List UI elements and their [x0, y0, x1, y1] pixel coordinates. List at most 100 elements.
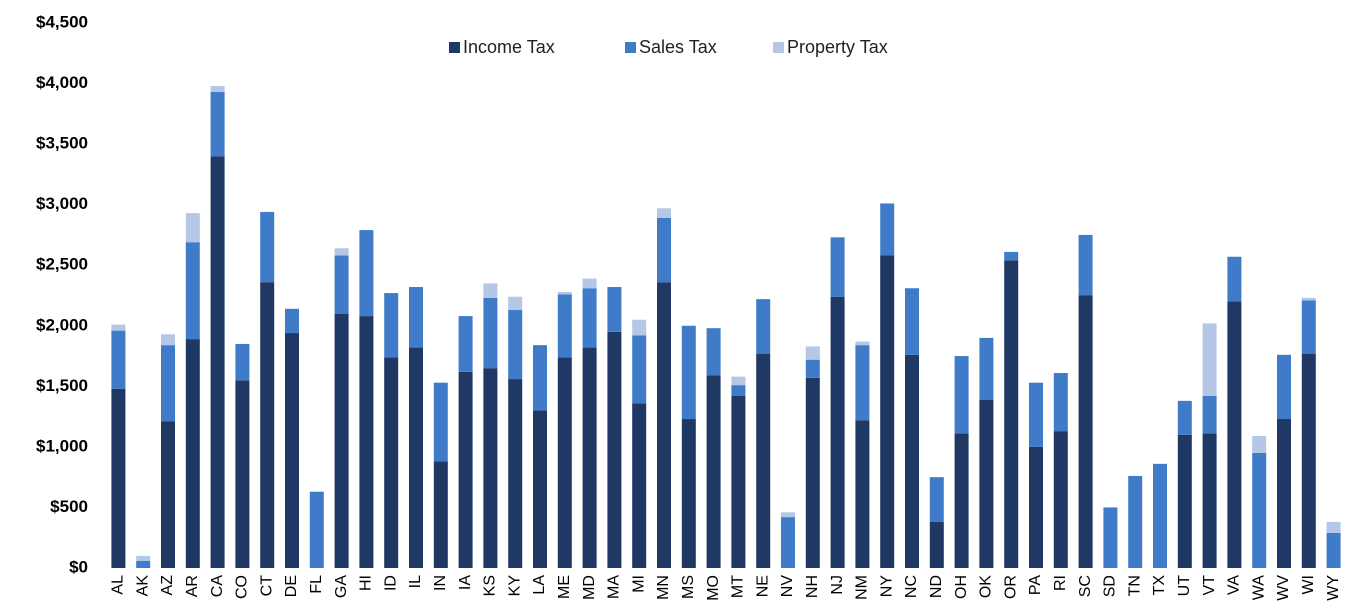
bar-segment	[533, 410, 547, 568]
bar-segment	[557, 291, 572, 295]
bar-segment	[731, 396, 746, 568]
bar-segment	[1227, 301, 1242, 568]
bar-segment	[1252, 452, 1267, 568]
x-tick-label: SD	[1102, 575, 1119, 597]
bar-segment	[1053, 373, 1068, 432]
bar-segment	[830, 237, 845, 297]
bar-segment	[731, 376, 746, 386]
bar-segment	[210, 85, 225, 93]
bar-segment	[210, 92, 225, 157]
bar-segment	[681, 419, 696, 568]
x-tick-label: AL	[110, 575, 127, 595]
bar-segment	[706, 375, 721, 568]
x-tick-label: MS	[680, 575, 697, 599]
bar-segment	[185, 242, 200, 340]
x-tick-label: FL	[308, 575, 325, 594]
bar-segment	[557, 294, 572, 358]
bar-segment	[161, 421, 175, 568]
y-tick-label: $2,500	[36, 255, 88, 274]
bar-segment	[334, 313, 349, 568]
bar-segment	[136, 560, 151, 568]
bar-segment	[508, 310, 523, 380]
bar-segment	[929, 477, 944, 522]
bar-segment	[1277, 419, 1291, 568]
bar-segment	[905, 288, 919, 355]
bar-segment	[483, 368, 498, 568]
x-tick-label: OH	[953, 575, 970, 599]
bar-segment	[1301, 353, 1316, 568]
x-tick-label: NM	[854, 575, 871, 600]
bar-segment	[657, 208, 671, 218]
x-tick-label: KS	[482, 575, 499, 596]
x-tick-label: MO	[705, 575, 722, 601]
bar-segment	[483, 297, 498, 369]
bar-segment	[260, 282, 275, 568]
bar-segment	[632, 319, 647, 336]
bar-segment	[1153, 463, 1167, 568]
x-tick-label: MN	[655, 575, 672, 600]
x-tick-label: IL	[407, 575, 424, 588]
x-tick-label: TN	[1126, 575, 1143, 596]
x-tick-label: NC	[903, 575, 920, 598]
bar-segment	[1301, 297, 1316, 301]
bar-segment	[533, 345, 547, 411]
bar-segment	[111, 388, 126, 568]
bar-segment	[1103, 507, 1118, 568]
bar-segment	[855, 341, 870, 346]
bar-segment	[359, 316, 374, 568]
bar-segment	[582, 278, 597, 289]
x-tick-label: MI	[630, 575, 647, 593]
bar-segment	[681, 325, 696, 420]
x-tick-label: OK	[978, 575, 995, 598]
bar-segment	[1004, 251, 1019, 261]
x-tick-label: WY	[1325, 575, 1342, 601]
bar-segment	[805, 346, 820, 360]
bar-segment	[1202, 433, 1217, 568]
x-tick-label: NE	[754, 575, 771, 597]
bar-segment	[1128, 475, 1143, 568]
x-tick-label: IA	[457, 575, 474, 590]
bar-segment	[1177, 434, 1192, 568]
y-tick-label: $3,000	[36, 194, 88, 213]
bar-segment	[1078, 234, 1093, 296]
bar-segment	[285, 333, 299, 568]
bar-segment	[582, 347, 597, 568]
bar-segment	[557, 357, 572, 568]
x-tick-label: RI	[1052, 575, 1069, 591]
y-tick-label: $4,500	[36, 12, 88, 31]
bar-segment	[1029, 382, 1043, 447]
x-tick-label: WV	[1275, 575, 1292, 601]
bar-segment	[929, 521, 944, 568]
x-tick-label: NH	[804, 575, 821, 598]
bar-segment	[111, 324, 126, 331]
bar-segment	[632, 403, 647, 568]
legend-label: Property Tax	[787, 37, 888, 57]
y-tick-label: $500	[50, 497, 88, 516]
legend-swatch	[773, 42, 784, 53]
bar-segment	[1029, 446, 1043, 568]
bar-segment	[582, 288, 597, 348]
bar-segment	[260, 211, 275, 283]
bar-segment	[855, 420, 870, 568]
x-tick-label: ND	[928, 575, 945, 598]
x-tick-label: MT	[730, 575, 747, 598]
bar-segment	[161, 334, 175, 346]
bar-segment	[805, 359, 820, 378]
bar-segment	[359, 230, 374, 317]
x-tick-label: ID	[382, 575, 399, 591]
y-tick-label: $1,500	[36, 376, 88, 395]
bar-segment	[657, 282, 671, 568]
x-tick-label: CA	[209, 575, 226, 598]
x-tick-label: KY	[506, 575, 523, 597]
x-tick-label: OR	[1002, 575, 1019, 599]
bar-segment	[979, 337, 994, 400]
x-tick-label: MD	[581, 575, 598, 600]
bar-segment	[657, 217, 671, 283]
x-tick-label: DE	[283, 575, 300, 597]
bar-segment	[433, 461, 448, 568]
y-tick-label: $3,500	[36, 134, 88, 153]
bar-segment	[1202, 396, 1217, 434]
bar-segment	[706, 328, 721, 376]
x-tick-label: CT	[258, 575, 275, 597]
bar-segment	[334, 255, 349, 314]
